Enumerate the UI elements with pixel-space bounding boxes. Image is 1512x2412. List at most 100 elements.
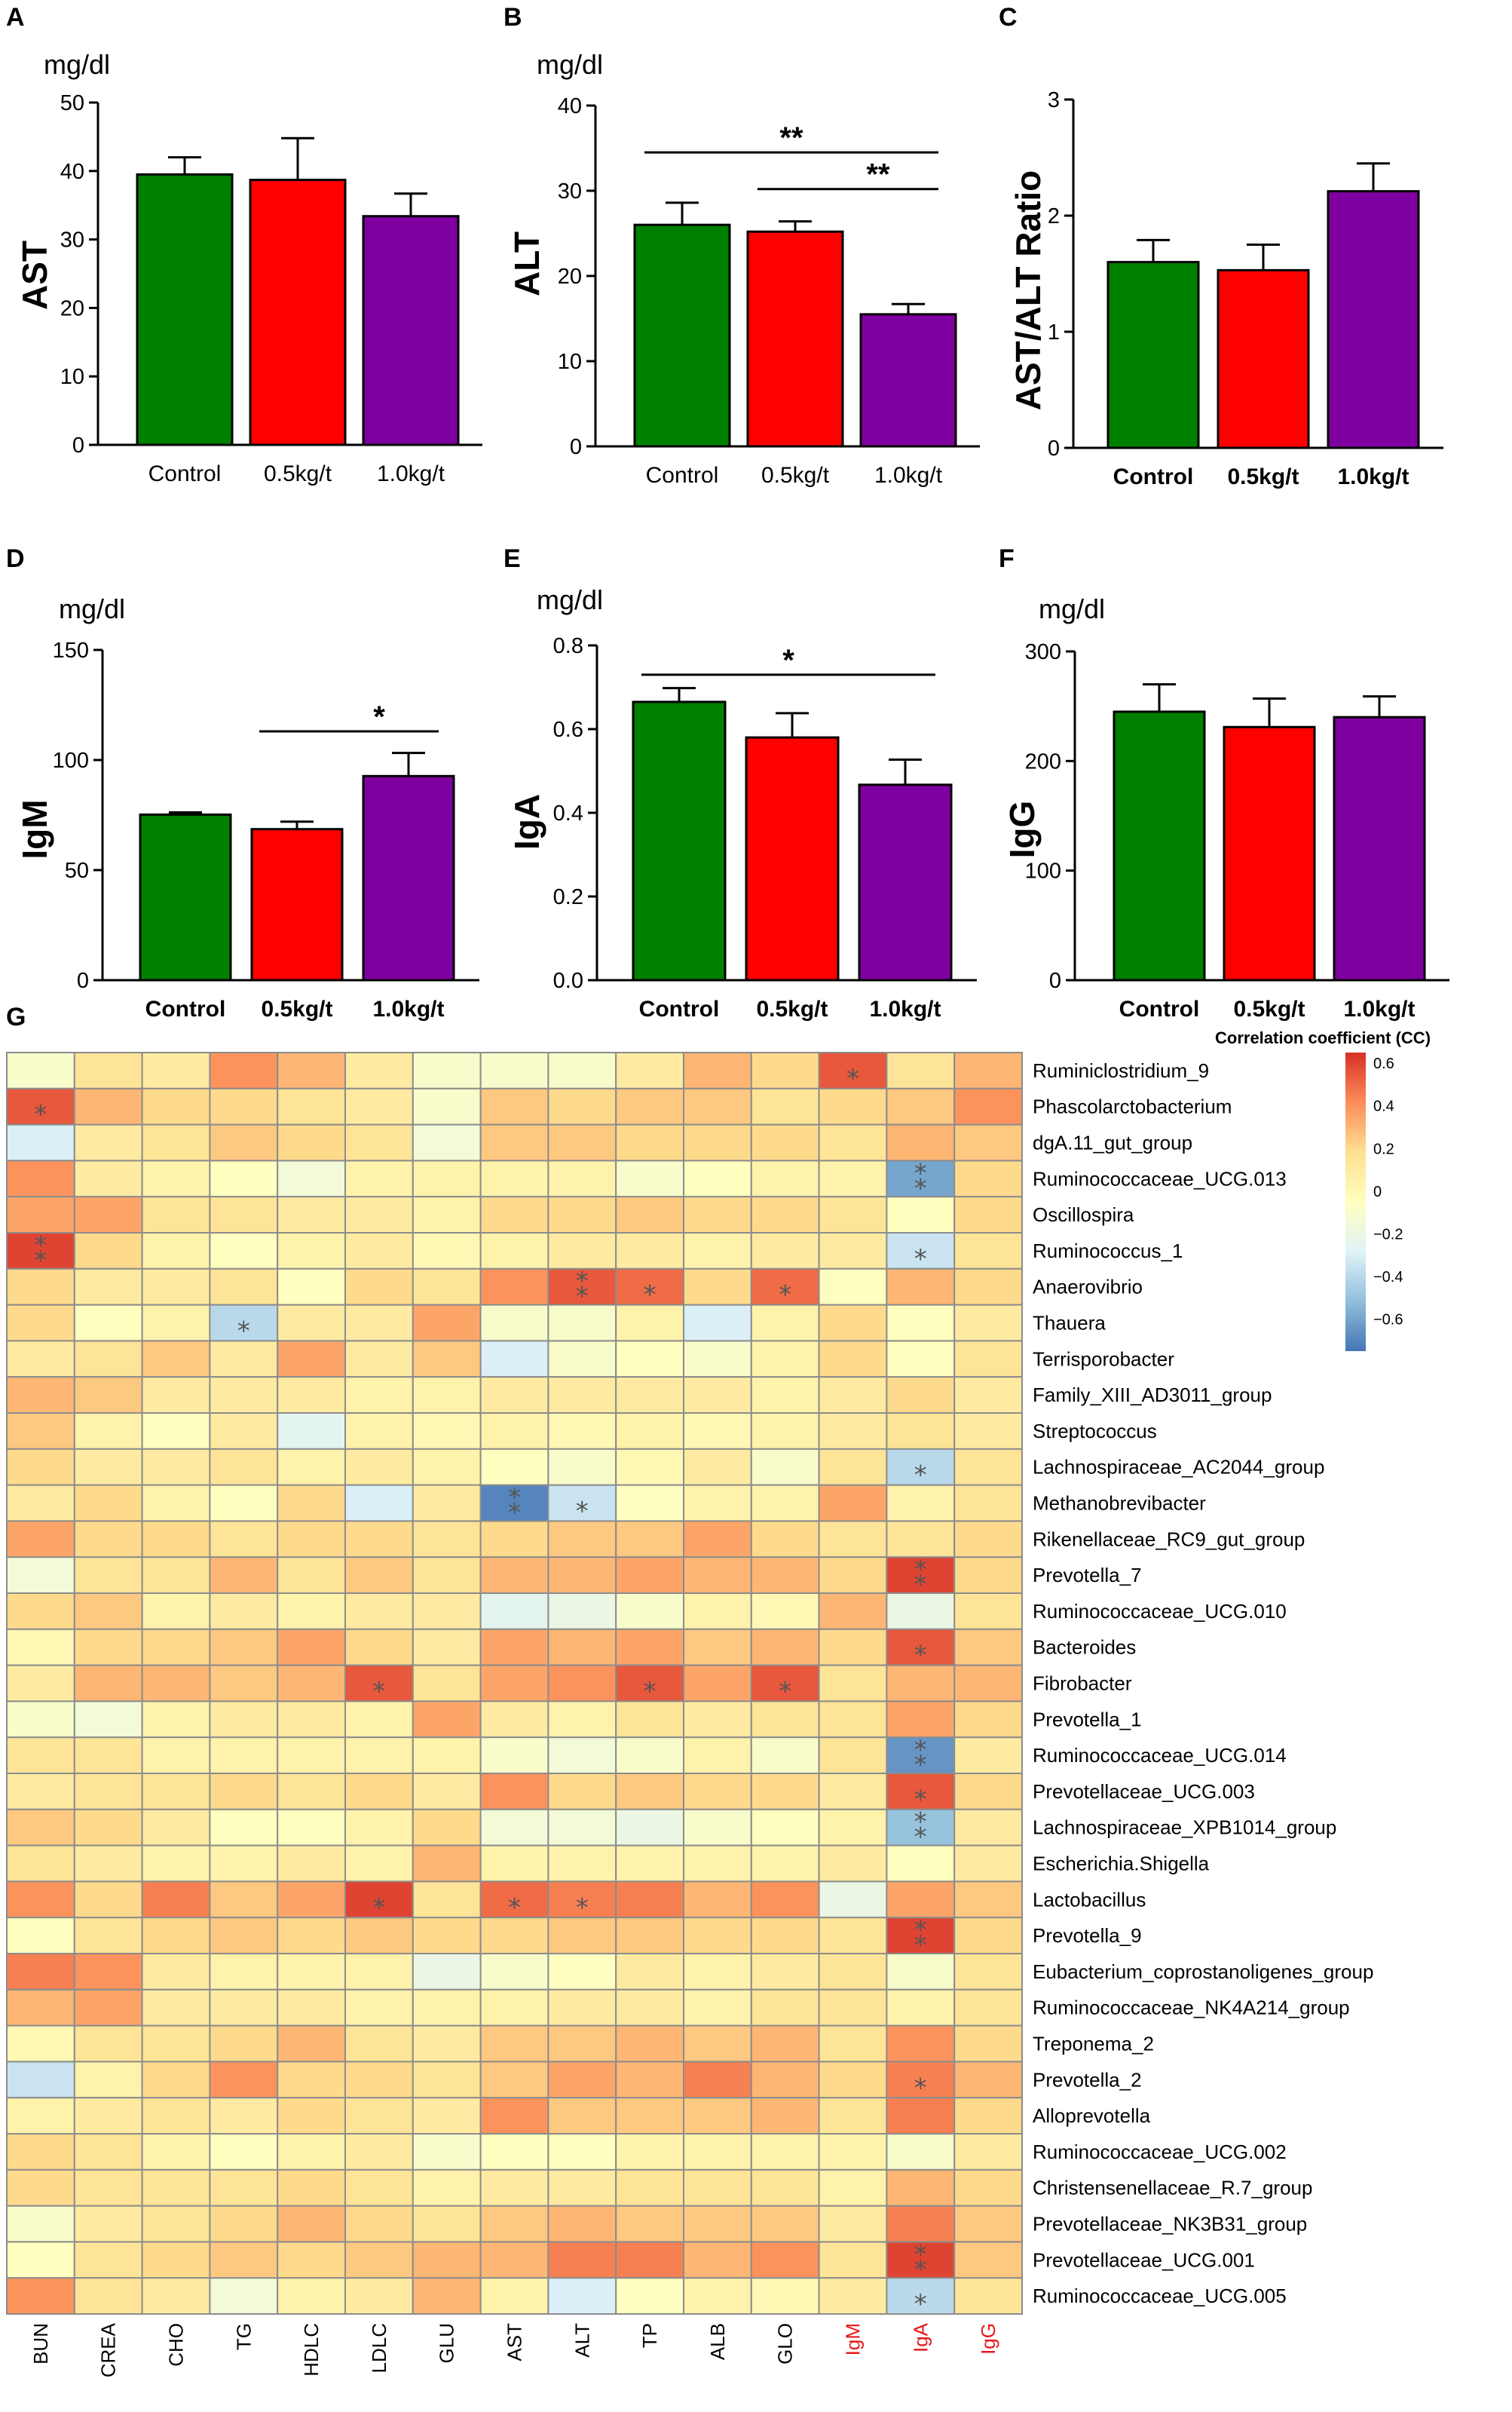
heatmap-cell xyxy=(615,2168,685,2207)
heatmap-cell xyxy=(277,1123,347,1162)
heatmap-cell xyxy=(750,1520,820,1558)
heatmap-cell xyxy=(141,1376,211,1414)
heatmap-cell xyxy=(344,2024,414,2063)
heatmap-cell xyxy=(344,1953,414,1991)
heatmap-cell xyxy=(683,1808,752,1847)
heatmap-cell xyxy=(479,1953,549,1991)
heatmap-cell xyxy=(6,1340,75,1378)
row-label: Family_XIII_AD3011_group xyxy=(1033,1384,1272,1406)
category-label: 1.0kg/t xyxy=(372,997,444,1022)
column-label: GLO xyxy=(774,2323,797,2364)
heatmap-cell xyxy=(141,1520,211,1558)
heatmap-cell xyxy=(818,1736,888,1774)
bar-1-0kg-t xyxy=(362,774,455,982)
heatmap-cell xyxy=(344,1340,414,1378)
heatmap-cell xyxy=(73,1267,143,1306)
heatmap-cell xyxy=(6,1700,75,1739)
heatmap-cell xyxy=(683,2205,752,2243)
heatmap-cell xyxy=(479,1773,549,1810)
heatmap-cell xyxy=(547,1736,617,1774)
heatmap-cell xyxy=(412,1880,482,1919)
row-label: Ruminococcus_1 xyxy=(1033,1240,1183,1262)
heatmap-cell xyxy=(6,2241,75,2279)
heatmap-cell xyxy=(547,1232,617,1270)
heatmap-cell xyxy=(683,1988,752,2027)
heatmap-cell xyxy=(344,1664,414,1702)
legend-tick-label: −0.2 xyxy=(1373,1226,1403,1243)
heatmap-cell xyxy=(886,1304,956,1342)
significance-label: * xyxy=(782,644,794,677)
bar-0-5kg-t xyxy=(250,828,344,982)
heatmap-cell xyxy=(277,1773,347,1810)
heatmap-cell xyxy=(412,1196,482,1234)
heatmap-cell xyxy=(818,2097,888,2135)
heatmap-cell xyxy=(73,1123,143,1162)
heatmap-cell xyxy=(277,1232,347,1270)
significance-label: ** xyxy=(779,121,803,155)
heatmap-cell xyxy=(750,1917,820,1954)
significance-star: * xyxy=(914,1173,927,1203)
heatmap-cell xyxy=(277,1196,347,1234)
heatmap-cell xyxy=(344,1700,414,1739)
significance-star: * xyxy=(914,1555,927,1585)
category-label: Control xyxy=(1113,464,1194,489)
heatmap-cell xyxy=(479,1844,549,1883)
bar-0-5kg-t xyxy=(1223,725,1316,982)
heatmap-cell xyxy=(73,1736,143,1774)
heatmap-cell xyxy=(73,1520,143,1558)
significance-star: * xyxy=(779,1280,791,1310)
heatmap-cell xyxy=(412,1592,482,1630)
heatmap-cell xyxy=(818,2061,888,2099)
heatmap-cell xyxy=(615,1773,685,1810)
y-axis-title: IgM xyxy=(15,799,54,859)
heatmap-cell xyxy=(886,2277,956,2315)
heatmap-cell xyxy=(277,2205,347,2243)
heatmap-cell xyxy=(683,1304,752,1342)
heatmap-cell xyxy=(277,1700,347,1739)
heatmap-cell xyxy=(615,1736,685,1774)
heatmap-cell xyxy=(209,1988,279,2027)
y-tick-label: 100 xyxy=(53,749,89,773)
heatmap-cell xyxy=(750,2168,820,2207)
heatmap-cell xyxy=(818,2024,888,2063)
heatmap-cell xyxy=(818,1304,888,1342)
heatmap-cell xyxy=(73,1087,143,1126)
column-label: IgG xyxy=(977,2323,999,2355)
heatmap-cell xyxy=(547,1773,617,1810)
heatmap-cell xyxy=(277,1304,347,1342)
heatmap-cell xyxy=(953,1628,1023,1666)
significance-star: * xyxy=(914,1915,927,1945)
heatmap-cell xyxy=(73,1556,143,1594)
significance-star: * xyxy=(644,1280,657,1310)
column-label: TG xyxy=(232,2323,255,2350)
heatmap-cell xyxy=(73,2133,143,2171)
significance-star: * xyxy=(576,1893,589,1923)
heatmap-cell xyxy=(141,1736,211,1774)
heatmap-cell xyxy=(683,1773,752,1810)
heatmap-cell xyxy=(683,1052,752,1090)
heatmap-cell xyxy=(953,1304,1023,1342)
heatmap-cell xyxy=(6,2277,75,2315)
heatmap-cell xyxy=(615,2097,685,2135)
heatmap-cell xyxy=(6,1953,75,1991)
heatmap-cell xyxy=(141,1196,211,1234)
y-tick-label: 0.4 xyxy=(553,801,583,826)
heatmap-cell xyxy=(953,1917,1023,1954)
heatmap-cell xyxy=(750,2061,820,2099)
heatmap-cell xyxy=(344,1376,414,1414)
heatmap-cell xyxy=(277,1160,347,1198)
row-label: Ruminococcaceae_NK4A214_group xyxy=(1033,1997,1350,2019)
heatmap-cell xyxy=(683,1917,752,1954)
heatmap-cell xyxy=(344,1592,414,1630)
heatmap-cell xyxy=(6,1628,75,1666)
heatmap-cell xyxy=(886,1917,956,1954)
y-tick-label: 40 xyxy=(60,160,84,184)
heatmap-cell xyxy=(6,1052,75,1090)
heatmap-cell xyxy=(6,1087,75,1126)
heatmap-cell xyxy=(73,1592,143,1630)
legend-colorbar xyxy=(1345,1053,1366,1351)
heatmap-cell xyxy=(209,1267,279,1306)
heatmap-cell xyxy=(479,2241,549,2279)
heatmap-cell xyxy=(73,1340,143,1378)
heatmap-cell xyxy=(412,1448,482,1486)
